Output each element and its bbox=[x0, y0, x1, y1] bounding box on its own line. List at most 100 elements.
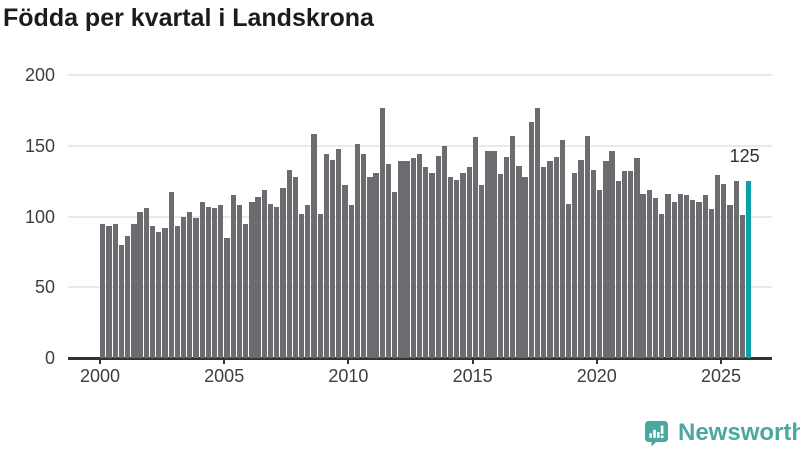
bar-2006-Q2 bbox=[255, 196, 261, 358]
x-tick-2005 bbox=[223, 358, 226, 364]
bar-2006-Q4 bbox=[267, 203, 274, 358]
gridline-150 bbox=[68, 144, 772, 147]
bar-2011-Q4 bbox=[392, 192, 398, 358]
bar-2002-Q2 bbox=[156, 232, 162, 358]
gridline-0 bbox=[68, 357, 772, 360]
bar-2000-Q2 bbox=[106, 226, 112, 358]
bar-2016-Q3 bbox=[510, 135, 516, 358]
bar-2018-Q2 bbox=[553, 157, 559, 358]
bar-2009-Q2 bbox=[329, 159, 336, 358]
bar-2001-Q4 bbox=[143, 208, 149, 358]
bar-2004-Q1 bbox=[199, 202, 205, 358]
bar-2019-Q2 bbox=[578, 159, 584, 358]
bar-2004-Q2 bbox=[205, 206, 212, 358]
bar-2017-Q2 bbox=[528, 121, 534, 358]
bar-2011-Q3 bbox=[385, 164, 392, 358]
newsworthy-bubble-icon bbox=[645, 420, 668, 446]
x-tick-2000 bbox=[99, 358, 101, 364]
bar-2014-Q4 bbox=[466, 166, 472, 358]
bar-2008-Q3 bbox=[311, 134, 317, 358]
bar-2024-Q4 bbox=[714, 175, 721, 358]
bar-2007-Q2 bbox=[280, 188, 286, 358]
bar-2002-Q4 bbox=[168, 192, 174, 358]
bar-2017-Q4 bbox=[541, 166, 547, 358]
bar-2000-Q4 bbox=[118, 244, 125, 358]
bar-2014-Q3 bbox=[460, 172, 466, 358]
x-tick-label-2025: 2025 bbox=[700, 366, 742, 386]
y-tick-label-200: 200 bbox=[24, 65, 55, 85]
bar-2013-Q1 bbox=[423, 166, 429, 358]
bar-2005-Q4 bbox=[243, 223, 249, 358]
gridline-200 bbox=[68, 74, 772, 76]
bar-2001-Q3 bbox=[137, 212, 143, 358]
bar-2007-Q1 bbox=[274, 206, 280, 358]
bar-2019-Q4 bbox=[590, 169, 597, 358]
bar-2023-Q4 bbox=[690, 199, 696, 358]
bar-2016-Q2 bbox=[503, 157, 510, 358]
bar-2024-Q3 bbox=[708, 209, 715, 358]
x-tick-2010 bbox=[347, 358, 350, 364]
bar-2025-Q3 bbox=[733, 181, 739, 358]
x-tick-label-2000: 2000 bbox=[79, 366, 121, 386]
bar-2010-Q4 bbox=[367, 176, 373, 358]
last-bar-value-label: 125 bbox=[729, 146, 760, 166]
newsworthy-logo[interactable]: Newsworthy bbox=[644, 419, 800, 447]
bar-2017-Q1 bbox=[522, 176, 528, 358]
bar-2008-Q4 bbox=[317, 213, 323, 358]
y-tick-label-150: 150 bbox=[24, 135, 55, 156]
bar-2022-Q3 bbox=[659, 213, 665, 358]
bar-2005-Q2 bbox=[230, 195, 236, 358]
x-tick-label-2005: 2005 bbox=[204, 366, 245, 386]
bar-2016-Q4 bbox=[516, 165, 522, 358]
bar-2019-Q3 bbox=[584, 135, 590, 358]
bar-2012-Q2 bbox=[404, 161, 410, 358]
bar-2017-Q3 bbox=[534, 107, 541, 358]
x-tick-2020 bbox=[595, 358, 598, 364]
bar-2024-Q1 bbox=[696, 202, 702, 358]
bar-2002-Q1 bbox=[149, 226, 156, 358]
bar-2010-Q3 bbox=[361, 154, 367, 358]
bar-2010-Q1 bbox=[348, 205, 354, 358]
bar-2010-Q2 bbox=[354, 144, 361, 358]
bar-2026-Q1-highlighted bbox=[746, 181, 752, 358]
y-tick-label-100: 100 bbox=[24, 206, 55, 227]
bar-2019-Q1 bbox=[572, 172, 578, 358]
bar-2015-Q1 bbox=[472, 137, 479, 358]
bar-2022-Q4 bbox=[665, 193, 671, 358]
bar-2009-Q4 bbox=[342, 185, 348, 358]
bar-2008-Q2 bbox=[305, 205, 311, 358]
bar-2021-Q1 bbox=[621, 171, 628, 358]
bar-2022-Q2 bbox=[652, 198, 659, 358]
newsworthy-logo-text: Newsworthy bbox=[678, 419, 800, 446]
bar-2003-Q4 bbox=[193, 217, 199, 358]
bar-2007-Q4 bbox=[292, 176, 298, 358]
bar-2000-Q1 bbox=[100, 223, 106, 358]
bar-2009-Q1 bbox=[323, 154, 330, 358]
bar-2023-Q3 bbox=[683, 195, 690, 358]
bar-2020-Q2 bbox=[603, 161, 609, 358]
bar-2023-Q2 bbox=[677, 193, 684, 358]
bar-2021-Q2 bbox=[628, 171, 634, 358]
x-tick-label-2010: 2010 bbox=[328, 366, 369, 386]
x-tick-label-2020: 2020 bbox=[576, 366, 617, 386]
bar-2001-Q1 bbox=[125, 236, 131, 358]
bar-chart-plot-area: 0 50 100 150 200 2000 2005 2010 2015 2020 2025 bbox=[24, 65, 772, 386]
bar-2014-Q2 bbox=[454, 179, 460, 358]
bar-2015-Q2 bbox=[479, 185, 485, 358]
bar-2018-Q3 bbox=[559, 140, 566, 358]
bar-2012-Q3 bbox=[410, 158, 416, 358]
bar-2015-Q4 bbox=[491, 151, 497, 358]
bar-2025-Q2 bbox=[727, 205, 733, 358]
bar-2014-Q1 bbox=[447, 176, 454, 358]
bar-2021-Q3 bbox=[634, 158, 640, 358]
bar-2018-Q1 bbox=[547, 161, 553, 358]
x-tick-label-2015: 2015 bbox=[452, 366, 493, 386]
y-tick-label-0: 0 bbox=[44, 348, 55, 368]
bar-2018-Q4 bbox=[565, 203, 572, 358]
bar-2015-Q3 bbox=[485, 151, 491, 358]
bar-2000-Q3 bbox=[112, 223, 118, 358]
bar-2020-Q3 bbox=[609, 151, 615, 358]
bar-2025-Q4 bbox=[739, 215, 746, 358]
bar-2008-Q1 bbox=[298, 213, 305, 358]
bar-2023-Q1 bbox=[671, 202, 677, 358]
